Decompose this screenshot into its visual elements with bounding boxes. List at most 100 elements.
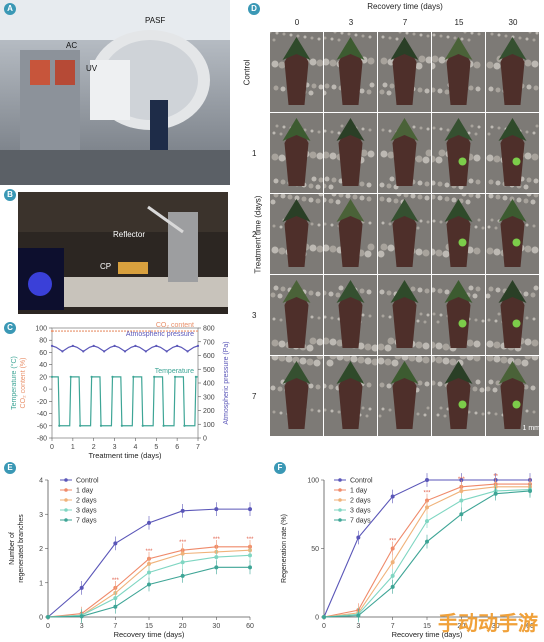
substrate-grain: [359, 88, 365, 94]
substrate-grain: [272, 317, 276, 321]
substrate-grain: [360, 149, 368, 157]
substrate-grain: [278, 61, 286, 69]
legend-label: 7 days: [350, 518, 371, 525]
legend-marker: [64, 498, 68, 502]
photo-label-ac: AC: [66, 41, 78, 50]
plant-photo-cell: [486, 356, 539, 436]
substrate-grain: [432, 33, 436, 37]
substrate-grain: [324, 83, 330, 89]
substrate-grain: [308, 197, 314, 203]
plant-leaves: [498, 280, 527, 303]
substrate-grain: [473, 340, 481, 348]
y-tick-label: 2: [39, 546, 43, 553]
photo-label-uv: UV: [86, 64, 98, 73]
series-point: [162, 424, 165, 427]
plant-photo-cell: [270, 113, 323, 193]
substrate-grain: [423, 413, 427, 417]
substrate-grain: [381, 35, 385, 39]
substrate-grain: [366, 289, 372, 295]
substrate-grain: [532, 38, 536, 42]
substrate-grain: [415, 248, 423, 256]
substrate-grain: [388, 408, 392, 412]
substrate-grain: [444, 196, 450, 202]
substrate-grain: [497, 33, 501, 37]
substrate-grain: [280, 86, 286, 92]
series-point: [141, 424, 144, 427]
x-tick-label: 30: [212, 623, 220, 630]
substrate-grain: [497, 312, 501, 316]
substrate-grain: [412, 32, 416, 36]
plant-leaves: [444, 280, 473, 303]
substrate-grain: [324, 222, 327, 226]
substrate-grain: [324, 315, 327, 319]
substrate-grain: [453, 36, 457, 40]
substrate-grain: [432, 55, 439, 63]
substrate-grain: [309, 58, 317, 66]
plant-leaves: [282, 361, 311, 384]
substrate-grain: [425, 149, 431, 157]
substrate-grain: [422, 156, 430, 164]
plant-photo-cell: [432, 275, 485, 355]
series-point: [390, 560, 395, 565]
substrate-grain: [426, 34, 430, 38]
substrate-grain: [273, 178, 279, 184]
legend-marker: [64, 508, 68, 512]
substrate-grain: [324, 36, 327, 40]
substrate-grain: [337, 410, 341, 414]
substrate-grain: [459, 356, 467, 360]
substrate-grain: [378, 357, 385, 365]
substrate-grain: [326, 359, 334, 367]
substrate-grain: [386, 183, 392, 189]
substrate-grain: [331, 194, 337, 197]
x-tick-label: 3: [113, 444, 117, 451]
regenerated-branch: [512, 319, 521, 328]
substrate-grain: [439, 313, 443, 317]
x-tick-label: 15: [423, 623, 431, 630]
substrate-grain: [467, 38, 471, 42]
substrate-grain: [415, 62, 423, 70]
substrate-grain: [432, 219, 436, 223]
series-label: CO₂ content: [156, 322, 194, 329]
substrate-grain: [438, 149, 446, 157]
substrate-grain: [466, 246, 474, 254]
y2-tick-label: 400: [203, 381, 215, 388]
plant-leaves: [282, 280, 311, 303]
substrate-grain: [317, 37, 321, 41]
substrate-grain: [514, 358, 522, 366]
substrate-grain: [494, 319, 498, 323]
substrate-grain: [361, 127, 365, 131]
substrate-grain: [466, 356, 474, 361]
substrate-grain: [419, 126, 423, 130]
series-point: [528, 488, 532, 493]
substrate-grain: [432, 380, 436, 386]
series-point: [71, 344, 74, 347]
series-point: [248, 553, 252, 558]
substrate-grain: [435, 156, 443, 164]
substrate-grain: [270, 199, 276, 205]
substrate-grain: [488, 179, 494, 185]
substrate-grain: [432, 180, 436, 186]
legend-marker: [338, 488, 342, 492]
substrate-grain: [367, 57, 375, 65]
substrate-grain: [271, 356, 279, 361]
substrate-grain: [313, 359, 321, 367]
substrate-grain: [391, 359, 399, 367]
substrate-grain: [379, 182, 385, 188]
legend-marker: [64, 488, 68, 492]
series-point: [153, 375, 156, 378]
substrate-grain: [516, 197, 522, 203]
substrate-grain: [495, 380, 501, 386]
substrate-grain: [329, 338, 337, 346]
plant-leaves: [444, 361, 473, 384]
x-tick-label: 2: [92, 444, 96, 451]
series-point: [214, 507, 219, 512]
photo-label-pasf: PASF: [145, 16, 166, 25]
series-point: [180, 573, 185, 578]
series-point: [248, 507, 252, 512]
series-point: [390, 494, 395, 499]
substrate-grain: [368, 221, 372, 225]
substrate-grain: [273, 194, 279, 198]
y-tick-label: -60: [37, 423, 47, 430]
substrate-grain: [340, 124, 344, 128]
substrate-grain: [524, 245, 532, 253]
